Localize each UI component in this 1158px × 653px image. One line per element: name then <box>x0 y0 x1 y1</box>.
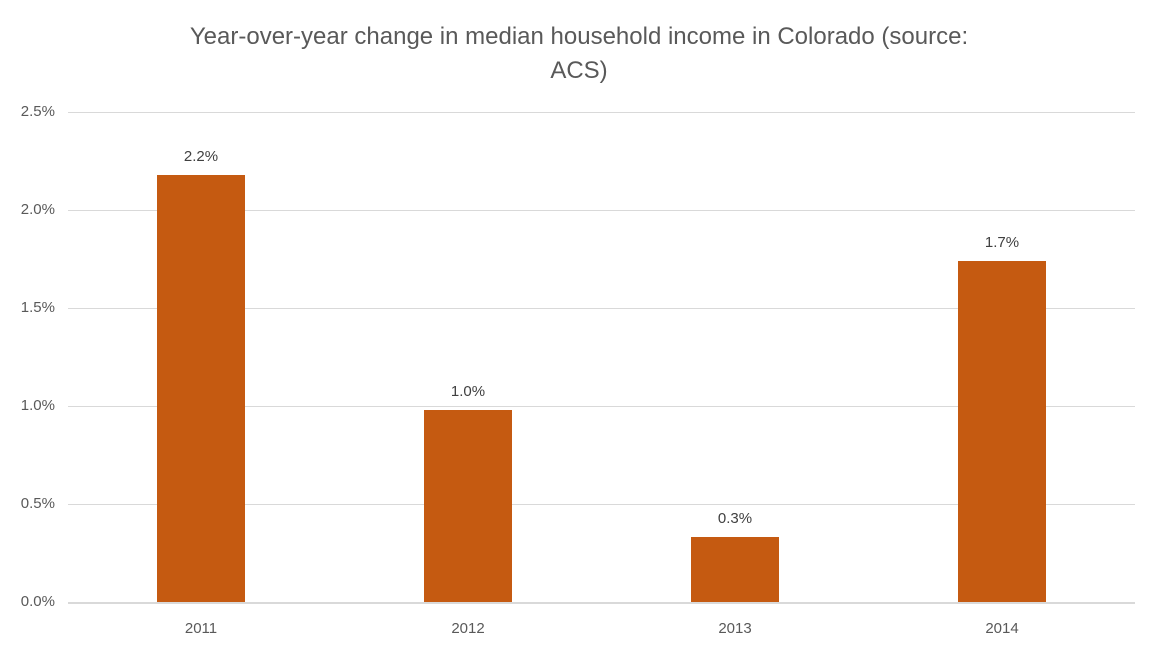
bar <box>691 537 779 602</box>
data-label: 0.3% <box>717 510 753 527</box>
bar <box>157 175 245 602</box>
y-tick-label: 0.0% <box>20 593 55 610</box>
bar <box>958 261 1046 602</box>
chart-title: Year-over-year change in median househol… <box>0 20 1158 88</box>
y-tick-label: 1.5% <box>20 299 55 316</box>
data-label: 2.2% <box>183 148 219 165</box>
data-label: 1.7% <box>984 234 1020 251</box>
x-tick-label: 2014 <box>985 620 1019 637</box>
y-tick-label: 1.0% <box>20 397 55 414</box>
gridline <box>68 210 1135 211</box>
gridline <box>68 504 1135 505</box>
data-label: 1.0% <box>450 383 486 400</box>
chart-title-line-1: Year-over-year change in median househol… <box>189 23 969 50</box>
x-tick-label: 2013 <box>718 620 752 637</box>
y-tick-label: 2.5% <box>20 103 55 120</box>
x-tick-label: 2011 <box>184 620 218 637</box>
bar <box>424 410 512 602</box>
x-axis-line <box>68 602 1135 604</box>
x-tick-label: 2012 <box>451 620 485 637</box>
y-tick-label: 0.5% <box>20 495 55 512</box>
gridline <box>68 308 1135 309</box>
chart-title-line-2: ACS) <box>550 57 608 84</box>
y-tick-label: 2.0% <box>20 201 55 218</box>
gridline <box>68 112 1135 113</box>
gridline <box>68 406 1135 407</box>
